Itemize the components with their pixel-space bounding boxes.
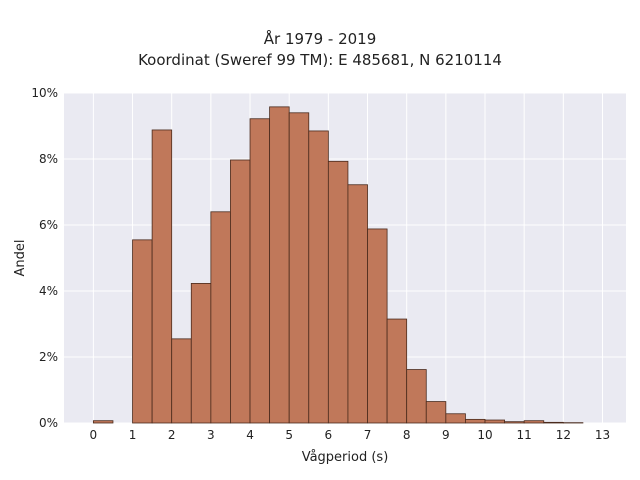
- histogram-bar: [132, 239, 153, 424]
- histogram-bar: [406, 369, 427, 424]
- histogram-bar: [465, 418, 486, 424]
- x-tick-label: 3: [207, 428, 215, 442]
- x-tick-label: 7: [364, 428, 372, 442]
- histogram-bar: [190, 283, 212, 424]
- x-tick-label: 10: [477, 428, 492, 442]
- histogram-bar: [230, 159, 251, 424]
- histogram-bar: [504, 421, 525, 424]
- histogram-bar: [249, 118, 271, 424]
- y-tick-label: 8%: [39, 152, 58, 166]
- y-tick-label: 10%: [31, 86, 58, 100]
- histogram-bar: [308, 130, 329, 424]
- x-tick-label: 9: [442, 428, 450, 442]
- histogram-bar: [171, 338, 192, 424]
- x-tick-label: 8: [403, 428, 411, 442]
- chart-title: År 1979 - 2019: [263, 30, 377, 48]
- histogram-bar: [210, 211, 231, 424]
- x-tick-label: 11: [517, 428, 532, 442]
- histogram-bar: [347, 184, 368, 424]
- histogram-bar: [386, 318, 408, 424]
- x-tick-label: 1: [129, 428, 137, 442]
- y-tick-label: 2%: [39, 350, 58, 364]
- x-tick-label: 4: [246, 428, 254, 442]
- histogram-bar: [543, 421, 564, 424]
- histogram-bar: [484, 419, 505, 424]
- x-tick-label: 0: [90, 428, 98, 442]
- x-tick-label: 6: [325, 428, 333, 442]
- chart-subtitle: Koordinat (Sweref 99 TM): E 485681, N 62…: [138, 51, 502, 69]
- y-axis-label: Andel: [13, 240, 28, 277]
- histogram-bar: [327, 160, 349, 424]
- histogram-bar: [92, 420, 114, 424]
- histogram-bar: [445, 413, 466, 424]
- y-tick-label: 6%: [39, 218, 58, 232]
- x-axis-label: Vågperiod (s): [302, 450, 389, 465]
- histogram-bar: [269, 106, 290, 424]
- histogram-bar: [425, 401, 447, 424]
- histogram-bar: [523, 420, 545, 424]
- histogram-bar: [288, 112, 310, 424]
- histogram-bar: [151, 129, 173, 424]
- x-tick-label: 2: [168, 428, 176, 442]
- x-tick-label: 5: [285, 428, 293, 442]
- y-tick-label: 0%: [39, 416, 58, 430]
- histogram-bar: [367, 228, 388, 424]
- x-tick-label: 13: [595, 428, 610, 442]
- y-tick-label: 4%: [39, 284, 58, 298]
- x-tick-label: 12: [556, 428, 571, 442]
